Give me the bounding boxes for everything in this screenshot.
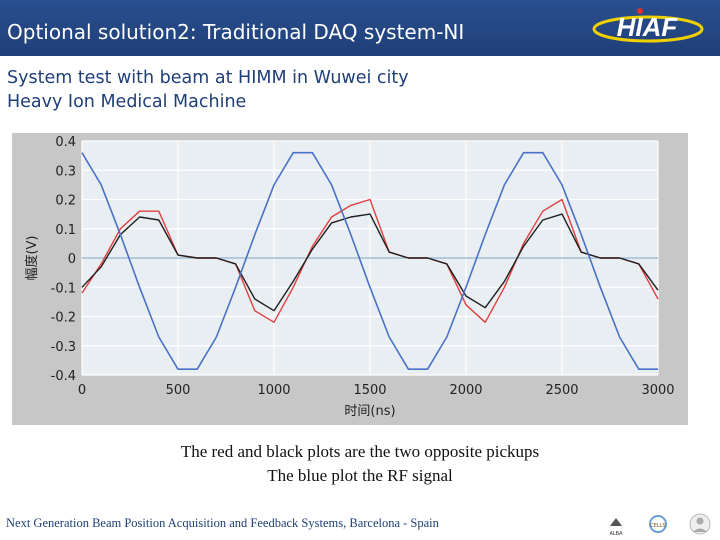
x-axis-label: 时间(ns): [344, 404, 395, 419]
alba-logo-text: ALBA: [609, 531, 623, 537]
subtitle: System test with beam at HIMM in Wuwei c…: [7, 66, 409, 114]
caption-line-1: The red and black plots are the two oppo…: [180, 442, 540, 461]
alba-logo: ALBA: [609, 518, 623, 537]
hiaf-logo-dot: [637, 8, 643, 14]
hiaf-logo-text: HIAF: [617, 12, 679, 42]
y-tick-label: -0.1: [51, 281, 76, 296]
y-axis-label: 幅度(V): [24, 235, 40, 280]
y-tick-label: 0: [68, 252, 76, 267]
slide-title: Optional solution2: Traditional DAQ syst…: [7, 20, 465, 44]
title-bar: Optional solution2: Traditional DAQ syst…: [0, 0, 720, 56]
x-tick-label: 1000: [257, 383, 290, 398]
x-tick-label: 2000: [449, 383, 482, 398]
x-tick-label: 2500: [545, 383, 578, 398]
y-tick-label: 0.4: [55, 135, 76, 150]
waveform-chart: 0.40.30.20.10-0.1-0.2-0.3-0.40 500 1000 150…: [12, 133, 688, 425]
y-tick-label: 0.1: [55, 223, 76, 238]
footer-logos: ALBA CELLS: [609, 513, 711, 537]
hiaf-logo-swoosh: [592, 15, 704, 43]
portrait-logo: [689, 513, 711, 535]
x-tick-label: 1500: [353, 383, 386, 398]
y-tick-label: -0.2: [51, 311, 76, 326]
rf-signal-series: [81, 151, 658, 370]
y-tick-label: -0.4: [51, 369, 76, 384]
cells-logo: CELLS: [649, 515, 667, 533]
x-tick-label: 500: [166, 383, 191, 398]
y-tick-label: -0.3: [51, 340, 76, 355]
pickup-b-series: [81, 213, 659, 312]
y-tick-label: 0.3: [55, 164, 76, 179]
caption: The red and black plots are the two oppo…: [0, 440, 720, 488]
footer-text: Next Generation Beam Position Acquisitio…: [6, 516, 439, 530]
x-tick-label: 3000: [641, 383, 674, 398]
y-tick-label: 0.2: [55, 194, 76, 209]
hiaf-logo: HIAF: [592, 8, 704, 43]
cells-logo-text: CELLS: [650, 523, 665, 529]
subtitle-line-1: System test with beam at HIMM in Wuwei c…: [7, 68, 409, 88]
x-tick-label: 0: [78, 383, 86, 398]
subtitle-line-2: Heavy Ion Medical Machine: [7, 92, 247, 112]
caption-line-2: The blue plot the RF signal: [267, 466, 453, 485]
